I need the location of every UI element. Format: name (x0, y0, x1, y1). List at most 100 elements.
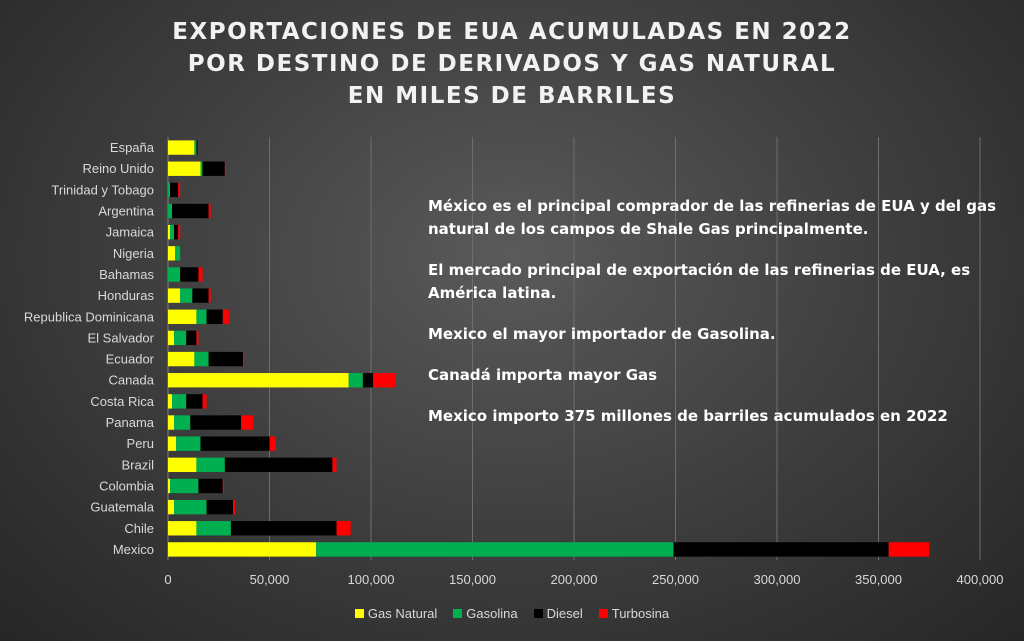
legend-label: Turbosina (611, 606, 670, 621)
x-axis-labels: 0 50,000 100,000 150,000 200,000 250,000 300,0… (164, 572, 1003, 587)
annotation-5: Mexico importo 375 millones de barriles … (428, 407, 948, 425)
annotation-4: Canadá importa mayor Gas (428, 366, 658, 384)
bar-segment (168, 542, 317, 557)
bar-segment (172, 203, 209, 219)
legend-swatch (354, 609, 364, 618)
bar-segment (168, 203, 173, 219)
category-label: Honduras (98, 288, 155, 303)
category-label: Peru (127, 436, 154, 451)
legend-item-diesel: Diesel (533, 606, 583, 621)
legend-label: Diesel (546, 606, 583, 621)
category-label: Panama (106, 415, 155, 430)
bar-segment (196, 521, 231, 536)
bar-segment (168, 224, 171, 240)
chart-legend: Gas Natural Gasolina Diesel Turbosina (0, 606, 1024, 621)
bar-segment (196, 140, 198, 155)
bar-segment (174, 499, 207, 515)
chart-title-line-2: POR DESTINO DE DERIVADOS Y GAS NATURAL (187, 51, 837, 77)
bar-segment (224, 457, 333, 473)
bar-segment (373, 373, 396, 388)
category-label: Nigeria (113, 246, 155, 261)
bar-segment (336, 521, 351, 536)
bar-segment (168, 288, 181, 303)
x-tick-label: 50,000 (250, 572, 290, 587)
bar-segment (168, 478, 171, 494)
bar-segment (348, 373, 363, 388)
bar-segment (269, 436, 276, 451)
bar-segment (888, 542, 930, 557)
bar-segment (198, 478, 223, 494)
bar-segment (202, 161, 225, 176)
bar-segment (202, 394, 207, 409)
bar-segment (180, 288, 193, 303)
category-label: Costa Rica (90, 394, 154, 409)
legend-item-gasolina: Gasolina (453, 606, 518, 621)
category-label: Ecuador (106, 352, 155, 367)
category-label: Bahamas (99, 267, 154, 282)
bar-segment (168, 267, 181, 282)
bar-segment (206, 309, 223, 324)
bar-segment (222, 309, 229, 324)
legend-label: Gasolina (466, 606, 518, 621)
bar-segment (200, 161, 203, 176)
bar-segment (186, 394, 203, 409)
chart-title-line-1: EXPORTACIONES DE EUA ACUMULADAS EN 2022 (172, 19, 852, 45)
bar-segment (172, 394, 187, 409)
annotation-2: El mercado principal de exportación de l… (428, 261, 971, 302)
bar-segment (196, 309, 207, 324)
bar-segment (168, 351, 195, 367)
bar-segment (168, 330, 175, 346)
bar-segment (222, 478, 224, 494)
category-label: España (110, 140, 155, 155)
x-tick-label: 250,000 (652, 572, 699, 587)
bar-segment (175, 246, 181, 261)
bar-segment (224, 161, 226, 176)
bar-segment (230, 521, 337, 536)
category-label: Guatemala (90, 500, 154, 515)
x-tick-label: 400,000 (957, 572, 1004, 587)
x-tick-label: 150,000 (449, 572, 496, 587)
bar-segment (168, 457, 197, 473)
bar-segment (198, 267, 203, 282)
category-label: Chile (124, 521, 154, 536)
bar-segment (192, 288, 209, 303)
legend-swatch (453, 609, 463, 618)
bar-segment (178, 182, 181, 198)
bar-segment (196, 330, 199, 346)
chart-title: EXPORTACIONES DE EUA ACUMULADAS EN 2022 … (0, 16, 1024, 112)
bar-segment (196, 457, 225, 473)
bar-segment (168, 309, 197, 324)
bar-segment (168, 521, 197, 536)
bar-segment (332, 457, 337, 473)
bar-segment (170, 182, 179, 198)
bar-segment (316, 542, 674, 557)
legend-swatch (533, 609, 543, 618)
category-label: Colombia (99, 478, 155, 493)
bar-segment (194, 140, 197, 155)
x-tick-label: 100,000 (348, 572, 395, 587)
category-label: Canada (108, 373, 154, 388)
bar-segment (208, 203, 211, 219)
category-label: Argentina (98, 204, 154, 219)
category-label: El Salvador (88, 330, 155, 345)
category-label: Brazil (121, 457, 154, 472)
bar-segment (194, 351, 209, 367)
bar-segment (168, 182, 171, 198)
x-tick-label: 350,000 (855, 572, 902, 587)
bar-segment (208, 288, 211, 303)
x-tick-label: 200,000 (551, 572, 598, 587)
annotation-1: México es el principal comprador de las … (428, 197, 997, 238)
legend-item-turbosina: Turbosina (598, 606, 670, 621)
annotation-text: México es el principal comprador de las … (428, 195, 1024, 428)
bar-segment (170, 478, 199, 494)
category-label: Reino Unido (82, 161, 154, 176)
bar-segment (168, 499, 175, 515)
x-tick-label: 300,000 (754, 572, 801, 587)
bar-segment (178, 224, 181, 240)
legend-swatch (598, 609, 608, 618)
y-axis-labels: España Reino Unido Trinidad y Tobago Argent… (24, 140, 155, 557)
legend-label: Gas Natural (367, 606, 438, 621)
bar-segment (168, 373, 349, 388)
chart-title-line-3: EN MILES DE BARRILES (347, 83, 677, 109)
